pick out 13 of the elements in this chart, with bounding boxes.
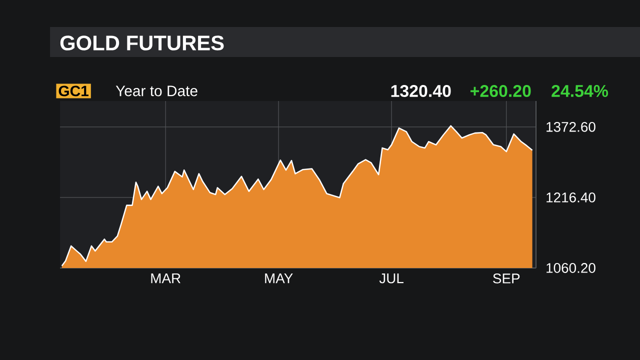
text: 24.54%: [552, 85, 608, 97]
x-tick-label: MAR: [151, 274, 180, 284]
chart-title: GOLD FUTURES: [60, 36, 224, 50]
y-tick-label: 1372.60: [546, 122, 596, 132]
chart-subtitle: Year to Date: [116, 86, 198, 96]
y-tick-label: 1216.40: [546, 192, 596, 202]
text: GC1: [58, 86, 89, 96]
text: +260.20: [470, 85, 531, 97]
text: 1320.40: [391, 84, 451, 98]
x-tick-label: SEP: [493, 274, 520, 284]
y-tick-label: 1060.20: [546, 263, 596, 273]
x-tick-label: MAY: [265, 274, 293, 284]
x-tick-label: JUL: [379, 274, 404, 284]
